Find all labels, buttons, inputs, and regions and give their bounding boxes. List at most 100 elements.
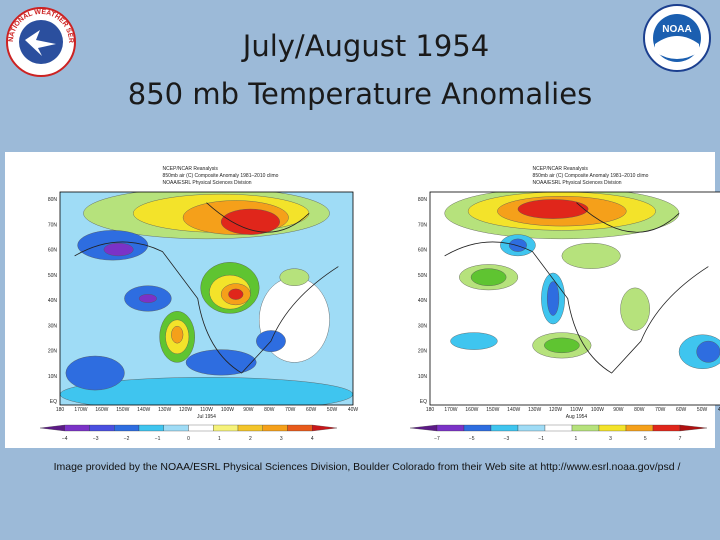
colorbar-swatch (287, 424, 313, 432)
lon-label: 150W (116, 407, 129, 413)
colorbar-label: −1 (155, 436, 161, 442)
map-frame (429, 191, 720, 406)
lon-label: 70W (285, 407, 296, 413)
lon-label: 50W (327, 407, 338, 413)
anomaly-contour (220, 208, 280, 235)
colorbar-swatch (262, 424, 288, 432)
anomaly-contour (508, 238, 527, 252)
lon-label: 170W (74, 407, 87, 413)
map-header: NOAA/ESRL Physical Sciences Division (533, 180, 622, 186)
colorbar-swatch (463, 424, 492, 432)
anomaly-contour (696, 340, 720, 363)
lat-label: 60N (418, 248, 428, 254)
colorbar-swatch (64, 424, 90, 432)
colorbar-swatch (517, 424, 546, 432)
lat-label: 50N (418, 273, 428, 279)
lat-label: 70N (418, 222, 428, 228)
anomaly-contour (470, 268, 507, 286)
anomaly-contour (103, 242, 134, 257)
colorbar-label: −1 (538, 436, 544, 442)
colorbar-label: −2 (124, 436, 130, 442)
lat-label: 30N (48, 323, 58, 329)
anomaly-contour (517, 199, 589, 219)
anomaly-field (430, 192, 720, 405)
lon-label: 90W (613, 407, 624, 413)
lon-label: 100W (591, 407, 604, 413)
lon-label: 110W (200, 407, 213, 413)
noaa-logo: NOAA (643, 4, 711, 72)
colorbar-swatch (490, 424, 519, 432)
colorbar-swatch (89, 424, 115, 432)
colorbar-swatch (571, 424, 600, 432)
map-frame (59, 191, 354, 406)
anomaly-contour (547, 281, 560, 316)
colorbar-swatch (436, 424, 465, 432)
colorbar-label: 7 (679, 436, 682, 442)
coastline (444, 202, 709, 374)
anomaly-contour (138, 294, 157, 303)
lat-label: 40N (48, 298, 58, 304)
title-line: 850 mb Temperature Anomalies (128, 77, 592, 111)
lon-label: 160W (465, 407, 478, 413)
lon-label: 40W (718, 407, 720, 413)
lon-label: 180 (426, 407, 435, 413)
lon-label: 100W (221, 407, 234, 413)
lat-label: 20N (48, 349, 58, 355)
map-header: NCEP/NCAR Reanalysis (533, 166, 589, 172)
lon-label: 150W (486, 407, 499, 413)
map-header: 850mb air (C) Composite Anomaly 1981–201… (163, 173, 279, 179)
lon-label: 50W (697, 407, 708, 413)
lon-label: 130W (158, 407, 171, 413)
lon-label: 160W (95, 407, 108, 413)
map-header: NCEP/NCAR Reanalysis (163, 166, 219, 172)
anomaly-contour (171, 325, 184, 344)
caption: Image provided by the NOAA/ESRL Physical… (54, 461, 681, 473)
colorbar-swatch (652, 424, 681, 432)
anomaly-contour (561, 242, 621, 269)
lat-label: 10N (48, 374, 58, 380)
lat-label: 50N (48, 273, 58, 279)
lat-label: 80N (418, 197, 428, 203)
lon-label: 80W (264, 407, 275, 413)
lon-label: 110W (570, 407, 583, 413)
anomaly-contour (65, 355, 125, 391)
colorbar-swatch (163, 424, 189, 432)
anomaly-contour (279, 268, 310, 286)
colorbar-label: 3 (280, 436, 283, 442)
lon-label: 120W (179, 407, 192, 413)
lat-label: EQ (420, 399, 427, 405)
map-date: Jul 1954 (197, 414, 216, 420)
map-date: Aug 1954 (566, 414, 588, 420)
colorbar-label: −3 (93, 436, 99, 442)
lon-label: 120W (549, 407, 562, 413)
lat-label: 80N (48, 197, 58, 203)
lat-label: 30N (418, 323, 428, 329)
colorbar-label: 1 (218, 436, 221, 442)
colorbar-label: −3 (504, 436, 510, 442)
colorbar-label: 1 (574, 436, 577, 442)
lon-label: 80W (634, 407, 645, 413)
lat-label: 10N (418, 374, 428, 380)
colorbar-swatch (237, 424, 263, 432)
colorbar-swatch (598, 424, 627, 432)
colorbar-swatch (188, 424, 214, 432)
map-header: 850mb air (C) Composite Anomaly 1981–201… (533, 173, 649, 179)
anomaly-contour (620, 287, 650, 331)
colorbar-label: −7 (434, 436, 440, 442)
lat-label: EQ (50, 399, 57, 405)
colorbar-swatch (138, 424, 164, 432)
lon-label: 60W (306, 407, 317, 413)
lat-label: 20N (418, 349, 428, 355)
colorbar-label: 0 (187, 436, 190, 442)
colorbar-label: −5 (469, 436, 475, 442)
coastline (74, 202, 339, 374)
colorbar-swatch (544, 424, 573, 432)
colorbar-swatch (312, 424, 338, 432)
lon-label: 60W (676, 407, 687, 413)
colorbar-swatch (679, 424, 708, 432)
colorbar-label: 5 (644, 436, 647, 442)
lon-label: 180 (56, 407, 65, 413)
anomaly-field (60, 192, 353, 405)
